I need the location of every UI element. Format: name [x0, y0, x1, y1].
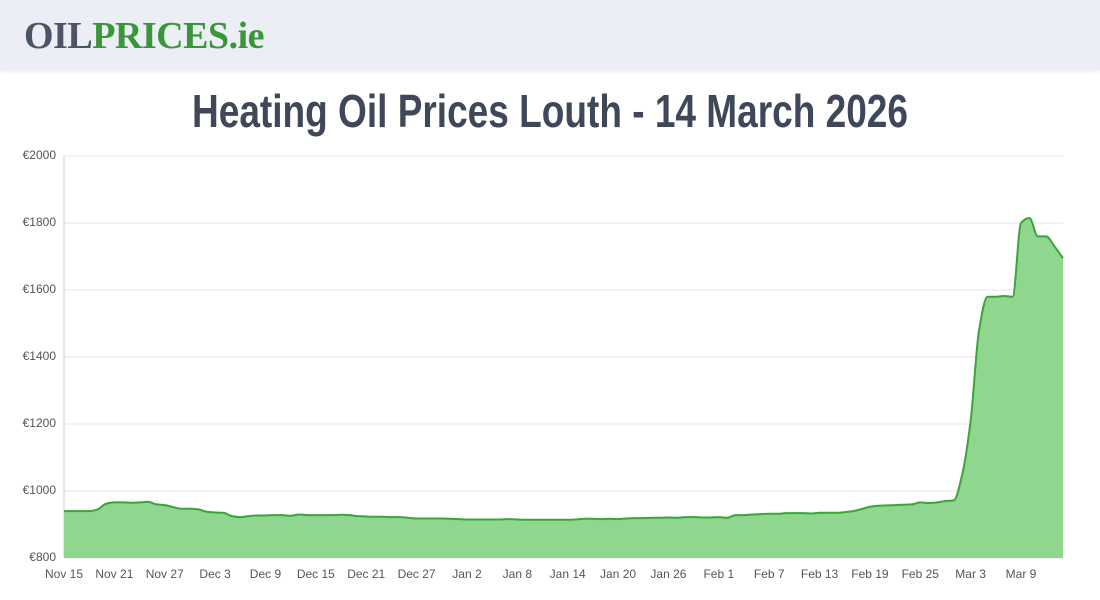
price-line [64, 216, 1064, 521]
x-tick-label: Dec 9 [250, 567, 282, 581]
x-tick-label: Mar 9 [1006, 567, 1037, 581]
x-tick-label: Dec 15 [297, 567, 335, 581]
x-tick-label: Feb 19 [851, 567, 889, 581]
y-tick-label: €1200 [23, 416, 57, 430]
y-tick-label: €1000 [23, 483, 57, 497]
x-tick-label: Nov 21 [95, 567, 133, 581]
y-tick-label: €1400 [23, 349, 57, 363]
x-tick-label: Jan 2 [452, 567, 482, 581]
x-tick-label: Jan 14 [550, 567, 586, 581]
area-fill [64, 217, 1063, 558]
logo[interactable]: OILPRICES.ie [24, 14, 264, 58]
y-tick-label: €2000 [23, 148, 57, 162]
x-tick-label: Jan 8 [503, 567, 533, 581]
header: OILPRICES.ie [0, 0, 1100, 70]
x-tick-label: Dec 27 [398, 567, 436, 581]
x-tick-label: Feb 13 [801, 567, 839, 581]
y-tick-label: €1600 [23, 282, 57, 296]
x-tick-label: Nov 27 [146, 567, 184, 581]
x-tick-label: Mar 3 [955, 567, 986, 581]
logo-text: OIL [24, 15, 93, 57]
y-tick-label: €800 [29, 550, 56, 564]
x-tick-label: Dec 3 [199, 567, 231, 581]
x-tick-label: Jan 26 [650, 567, 686, 581]
x-tick-label: Feb 25 [902, 567, 940, 581]
x-tick-label: Feb 7 [754, 567, 785, 581]
y-tick-label: €1800 [23, 215, 57, 229]
x-tick-label: Nov 15 [45, 567, 83, 581]
x-tick-label: Jan 20 [600, 567, 636, 581]
x-tick-label: Feb 1 [703, 567, 734, 581]
chart-title: Heating Oil Prices Louth - 14 March 2026 [192, 85, 908, 137]
logo-text: PRICES.ie [92, 15, 264, 57]
x-tick-label: Dec 21 [347, 567, 385, 581]
